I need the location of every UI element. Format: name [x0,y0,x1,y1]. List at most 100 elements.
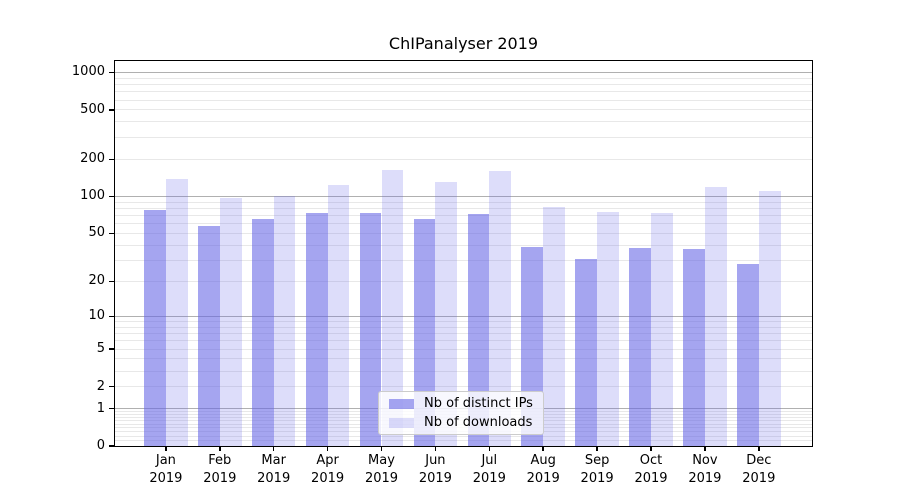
gridline-minor [115,201,812,203]
x-tick-label-oct: Oct 2019 [634,453,668,486]
x-tick [219,446,221,451]
y-tick [109,280,114,283]
chart-title: ChIPanalyser 2019 [388,34,539,53]
y-tick [109,71,114,74]
x-tick-label-mar: Mar 2019 [257,453,291,486]
y-tick [109,348,114,350]
y-tick-label-20: 20 [88,273,105,289]
x-tick [488,446,491,451]
gridline-minor [115,259,812,261]
gridline-minor [115,333,812,335]
x-tick-label-may: May 2019 [364,453,399,486]
x-tick-label-feb: Feb 2019 [203,453,237,486]
y-tick-label-50: 50 [88,225,105,241]
x-tick [704,446,706,451]
bar-distinct-ips-sep [575,258,598,446]
plot-area: Nb of distinct IPs Nb of downloads [114,60,813,447]
x-tick [542,446,544,451]
bar-distinct-ips-oct [629,247,651,446]
legend: Nb of distinct IPs Nb of downloads [378,391,544,435]
legend-label-distinct-ips: Nb of distinct IPs [424,396,533,411]
gridline-minor [115,244,812,246]
gridline-minor [115,340,812,342]
gridline-minor [115,435,812,437]
bar-downloads-apr [327,184,350,446]
gridline-major [115,315,812,317]
y-tick [109,109,114,111]
bar-distinct-ips-jan [144,210,166,446]
bar-downloads-jun [435,182,458,446]
y-tick-label-200: 200 [80,151,105,167]
legend-label-downloads: Nb of downloads [424,415,533,430]
gridline-minor [115,232,812,234]
gridline-minor [115,136,812,138]
gridline-major [115,71,812,73]
y-tick-label-1: 1 [96,400,105,416]
x-tick [165,446,167,451]
x-tick-label-apr: Apr 2019 [311,453,345,486]
y-tick-label-100: 100 [80,188,105,204]
x-tick [272,446,275,451]
bar-downloads-nov [704,186,727,446]
gridline-minor [115,321,812,322]
legend-item-downloads: Nb of downloads [389,415,533,430]
gridline-minor [115,386,812,388]
x-tick-label-aug: Aug 2019 [526,453,560,486]
y-tick [109,195,114,198]
gridline-minor [115,223,812,225]
gridline-minor [115,370,812,372]
bar-downloads-mar [273,196,296,446]
bar-downloads-sep [597,211,619,446]
y-tick-label-5: 5 [96,341,105,357]
bar-downloads-aug [543,207,565,446]
y-tick-label-2: 2 [96,378,105,394]
x-tick [758,446,760,451]
y-tick [109,158,114,160]
gridline-minor [115,440,812,442]
x-tick [326,446,329,451]
legend-item-distinct-ips: Nb of distinct IPs [389,396,533,411]
bar-downloads-feb [219,198,242,446]
y-tick [109,315,114,318]
gridline-minor [115,207,812,209]
y-tick-label-10: 10 [88,308,105,324]
gridline-major [115,195,812,197]
legend-swatch-distinct-ips [389,398,414,409]
y-tick [109,407,114,410]
bar-downloads-oct [651,213,673,446]
gridline-minor [115,99,812,101]
y-tick [109,445,114,447]
gridline-minor [115,280,812,282]
y-tick [109,232,114,235]
bar-downloads-jan [165,179,188,446]
bar-downloads-may [381,169,404,446]
x-tick-label-nov: Nov 2019 [688,453,722,486]
bar-distinct-ips-may [359,212,382,446]
x-tick [596,446,598,451]
gridline-minor [115,348,812,350]
y-tick-label-500: 500 [80,101,105,117]
gridline-minor [115,326,812,328]
bar-distinct-ips-dec [737,263,759,446]
bar-distinct-ips-nov [683,249,705,446]
legend-swatch-downloads [389,417,414,428]
gridline-minor [115,158,812,160]
bar-downloads-jul [489,171,512,446]
bar-distinct-ips-jul [467,214,490,446]
gridline-minor [115,358,812,360]
bar-distinct-ips-apr [305,212,328,446]
bar-distinct-ips-feb [198,225,220,446]
x-tick-label-jun: Jun 2019 [418,453,452,486]
gridline-minor [115,91,812,93]
bar-downloads-dec [758,191,781,446]
y-tick [109,385,114,388]
x-tick [434,446,437,451]
bar-distinct-ips-jun [413,219,436,446]
gridline-minor [115,121,812,123]
gridline-minor [115,77,812,79]
y-tick-label-1000: 1000 [71,64,105,80]
x-tick-label-jul: Jul 2019 [472,453,506,486]
bar-distinct-ips-mar [251,219,274,446]
x-tick [650,446,652,451]
